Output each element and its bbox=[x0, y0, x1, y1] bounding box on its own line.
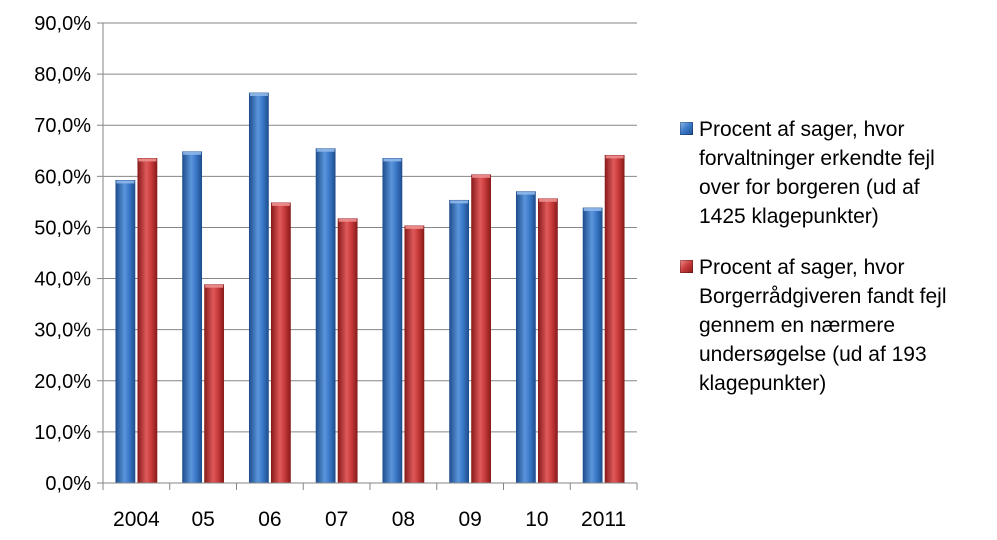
x-tick-label: 10 bbox=[525, 508, 548, 531]
bar-series-1 bbox=[382, 158, 403, 484]
legend: Procent af sager, hvor forvaltninger erk… bbox=[680, 115, 990, 420]
bar-series-2 bbox=[404, 225, 425, 484]
bar-series-2 bbox=[604, 154, 625, 484]
legend-line: Procent af sager, hvor bbox=[699, 256, 905, 279]
bar-top-highlight bbox=[116, 180, 135, 184]
bar-top-highlight bbox=[605, 155, 624, 159]
legend-line: 1425 klagepunkter) bbox=[699, 205, 879, 228]
bar-top-highlight bbox=[249, 93, 268, 97]
y-tick-label: 30,0% bbox=[34, 320, 91, 342]
legend-swatch-series-1 bbox=[680, 122, 693, 135]
legend-line: over for borgeren (ud af bbox=[699, 176, 920, 199]
bar-top-highlight bbox=[205, 284, 224, 288]
y-tick-label: 70,0% bbox=[34, 115, 91, 137]
bar-top-highlight bbox=[338, 218, 357, 222]
y-tick-label: 20,0% bbox=[34, 371, 91, 393]
bar-top-highlight bbox=[450, 200, 469, 204]
legend-item-series-1: Procent af sager, hvor forvaltninger erk… bbox=[680, 115, 990, 231]
legend-line: klagepunkter) bbox=[699, 372, 827, 395]
bar-top-highlight bbox=[583, 208, 602, 212]
y-tick-label: 90,0% bbox=[34, 13, 91, 35]
bar-series-2 bbox=[137, 158, 158, 484]
bar-series-2 bbox=[337, 218, 358, 484]
bar-top-highlight bbox=[138, 158, 157, 162]
x-tick-label: 09 bbox=[458, 508, 481, 531]
x-tick-label: 08 bbox=[392, 508, 415, 531]
y-tick-label: 60,0% bbox=[34, 166, 91, 188]
y-tick-label: 40,0% bbox=[34, 269, 91, 291]
bar-series-1 bbox=[115, 180, 136, 484]
bar-top-highlight bbox=[405, 225, 424, 229]
legend-line: Borgerrådgiveren fandt fejl bbox=[699, 285, 947, 308]
bar-series-2 bbox=[204, 284, 225, 484]
y-axis-ticks: 0,0% 10,0% 20,0% 30,0% 40,0% 50,0% 60,0% 70,0% 8… bbox=[34, 13, 103, 495]
bar-series-1 bbox=[515, 191, 536, 484]
bar-top-highlight bbox=[383, 158, 402, 162]
legend-label-series-1: Procent af sager, hvor forvaltninger erk… bbox=[699, 115, 935, 231]
legend-item-series-2: Procent af sager, hvor Borgerrådgiveren … bbox=[680, 253, 990, 398]
bar-series-1 bbox=[315, 148, 336, 484]
bar-series-2 bbox=[471, 174, 492, 484]
bar-series-1 bbox=[582, 207, 603, 484]
bar-top-highlight bbox=[183, 151, 202, 155]
legend-label-series-2: Procent af sager, hvor Borgerrådgiveren … bbox=[699, 253, 946, 398]
bar-series-1 bbox=[182, 151, 203, 484]
x-tick-label: 06 bbox=[258, 508, 281, 531]
bar-series-1 bbox=[248, 92, 269, 484]
bar-top-highlight bbox=[472, 174, 491, 178]
y-tick-label: 10,0% bbox=[34, 422, 91, 444]
y-tick-label: 50,0% bbox=[34, 217, 91, 239]
y-tick-label: 0,0% bbox=[45, 473, 91, 495]
bar-top-highlight bbox=[271, 202, 290, 206]
legend-line: Procent af sager, hvor bbox=[699, 118, 905, 141]
x-tick-label: 2004 bbox=[113, 508, 160, 531]
bar-top-highlight bbox=[316, 148, 335, 152]
bar-series-1 bbox=[449, 199, 470, 484]
bar-top-highlight bbox=[538, 198, 557, 202]
x-axis-ticks: 2004 05 06 07 08 09 10 2011 bbox=[102, 483, 638, 531]
bars bbox=[115, 92, 625, 484]
legend-line: undersøgelse (ud af 193 bbox=[699, 343, 927, 366]
x-tick-label: 2011 bbox=[581, 508, 626, 531]
legend-swatch-series-2 bbox=[680, 260, 693, 273]
legend-line: gennem en nærmere bbox=[699, 314, 896, 337]
legend-line: forvaltninger erkendte fejl bbox=[699, 147, 935, 170]
bar-series-2 bbox=[270, 202, 291, 484]
bar-top-highlight bbox=[516, 191, 535, 195]
x-tick-label: 05 bbox=[191, 508, 214, 531]
y-tick-label: 80,0% bbox=[34, 64, 91, 86]
x-tick-label: 07 bbox=[325, 508, 348, 531]
bar-series-2 bbox=[537, 198, 558, 484]
